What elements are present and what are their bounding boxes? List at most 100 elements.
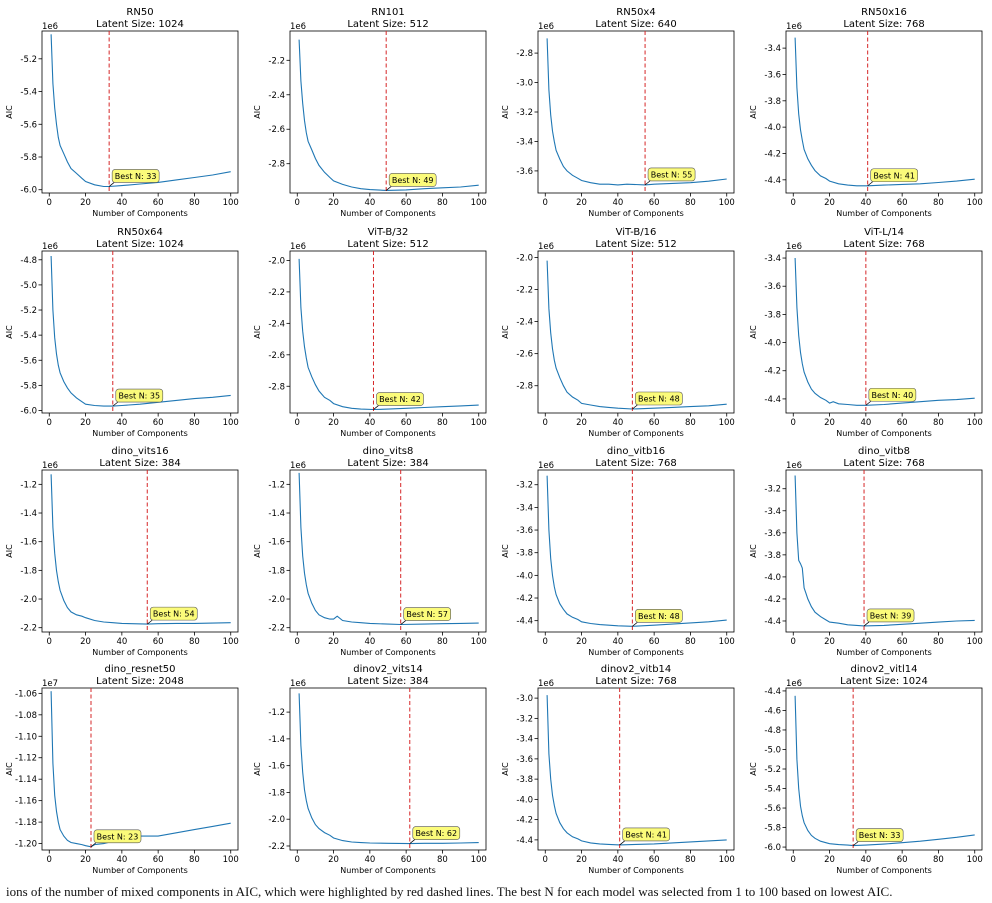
y-axis-label: AIC — [501, 105, 510, 119]
x-tick-label: 60 — [897, 637, 908, 647]
best-n-label: Best N: 42 — [379, 395, 421, 404]
chart-subtitle: Latent Size: 384 — [347, 458, 428, 469]
chart-subtitle: Latent Size: 2048 — [96, 676, 184, 687]
y-tick-label: -1.4 — [268, 509, 285, 519]
x-axis-label: Number of Components — [588, 209, 684, 218]
y-tick-label: -3.4 — [764, 254, 781, 264]
chart-subtitle: Latent Size: 512 — [347, 19, 428, 30]
y-tick-label: -2.6 — [268, 351, 285, 361]
y-tick-label: -6.0 — [764, 843, 781, 853]
y-tick-label: -1.4 — [268, 735, 285, 745]
y-tick-label: -5.8 — [764, 824, 781, 834]
y-offset-label: 1e6 — [290, 679, 306, 689]
y-tick-label: -1.2 — [268, 708, 285, 718]
x-tick-label: 100 — [967, 637, 983, 647]
x-tick-label: 40 — [612, 418, 623, 428]
y-tick-label: -2.0 — [268, 595, 285, 605]
best-n-label: Best N: 35 — [118, 392, 160, 401]
best-n-badge — [376, 392, 424, 406]
x-tick-label: 80 — [685, 855, 696, 865]
y-tick-label: -3.0 — [516, 694, 533, 704]
chart-subtitle: Latent Size: 1024 — [840, 676, 928, 687]
x-axis-label: Number of Components — [836, 866, 932, 875]
y-tick-label: -2.0 — [268, 815, 285, 825]
y-tick-label: -3.6 — [764, 70, 781, 80]
chart-title: dinov2_vitb14 — [601, 664, 672, 675]
x-tick-label: 40 — [860, 418, 871, 428]
y-tick-label: -1.10 — [15, 732, 37, 742]
y-tick-label: -1.6 — [268, 538, 285, 548]
x-tick-label: 60 — [401, 637, 412, 647]
y-tick-label: -4.4 — [764, 176, 781, 186]
y-tick-label: -2.6 — [516, 350, 533, 360]
annotation-arrow — [147, 619, 153, 625]
y-tick-label: -2.8 — [268, 382, 285, 392]
x-tick-label: 80 — [189, 198, 200, 208]
y-tick-label: -3.2 — [516, 108, 533, 118]
y-tick-label: -4.2 — [764, 367, 781, 377]
y-tick-label: -3.2 — [516, 714, 533, 724]
aic-series-line — [546, 260, 727, 410]
chart-title: RN50x64 — [117, 227, 163, 238]
x-tick-label: 20 — [80, 198, 91, 208]
y-axis-label: AIC — [749, 105, 758, 119]
best-n-label: Best N: 49 — [392, 176, 434, 185]
y-axis-label: AIC — [5, 762, 14, 776]
y-tick-label: -3.8 — [516, 775, 533, 785]
y-tick-label: -5.6 — [764, 804, 781, 814]
y-tick-label: -4.2 — [516, 816, 533, 826]
y-tick-label: -2.2 — [268, 842, 285, 852]
chart-title: RN50 — [126, 7, 153, 18]
y-tick-label: -5.4 — [764, 785, 781, 795]
x-tick-label: 60 — [649, 418, 660, 428]
best-n-badge — [412, 826, 461, 840]
x-tick-label: 60 — [153, 418, 164, 428]
aic-series-line — [546, 475, 727, 627]
x-tick-label: 0 — [295, 637, 300, 647]
y-tick-label: -4.0 — [516, 795, 533, 805]
plot-frame — [41, 250, 239, 414]
chart-title: ViT-L/14 — [864, 227, 904, 238]
x-tick-label: 20 — [576, 198, 587, 208]
plot-frame — [41, 30, 239, 194]
chart-subtitle: Latent Size: 512 — [347, 239, 428, 250]
y-tick-label: -1.2 — [268, 480, 285, 490]
y-tick-label: -5.8 — [20, 153, 37, 163]
x-axis-label: Number of Components — [340, 648, 436, 657]
x-tick-label: 100 — [719, 855, 735, 865]
y-tick-label: -5.2 — [764, 765, 781, 775]
x-tick-label: 100 — [223, 198, 239, 208]
aic-series-line — [50, 691, 231, 848]
y-tick-label: -1.16 — [15, 797, 37, 807]
y-tick-label: -2.6 — [268, 125, 285, 135]
y-tick-label: -2.8 — [516, 49, 533, 59]
x-tick-label: 100 — [223, 637, 239, 647]
x-tick-label: 40 — [612, 855, 623, 865]
x-tick-label: 20 — [576, 637, 587, 647]
annotation-arrow — [632, 404, 638, 410]
chart-subtitle: Latent Size: 640 — [595, 19, 676, 30]
figure-caption: ions of the number of mixed components i… — [6, 884, 893, 899]
best-n-badge — [868, 387, 917, 402]
x-tick-label: 40 — [116, 418, 127, 428]
y-tick-label: -4.4 — [516, 836, 533, 846]
y-tick-label: -4.2 — [764, 595, 781, 605]
y-tick-label: -5.0 — [20, 281, 37, 291]
y-offset-label: 1e6 — [538, 679, 554, 689]
y-axis-label: AIC — [749, 544, 758, 558]
y-tick-label: -1.2 — [20, 480, 37, 490]
y-tick-label: -4.4 — [516, 617, 533, 627]
annotation-arrow — [867, 181, 873, 187]
plot-frame — [785, 687, 983, 851]
best-n-label: Best N: 33 — [859, 831, 901, 840]
y-offset-label: 1e6 — [290, 242, 306, 252]
y-axis-label: AIC — [5, 325, 14, 339]
y-offset-label: 1e6 — [786, 22, 802, 32]
aic-series-line — [298, 258, 479, 411]
x-tick-label: 0 — [295, 198, 300, 208]
